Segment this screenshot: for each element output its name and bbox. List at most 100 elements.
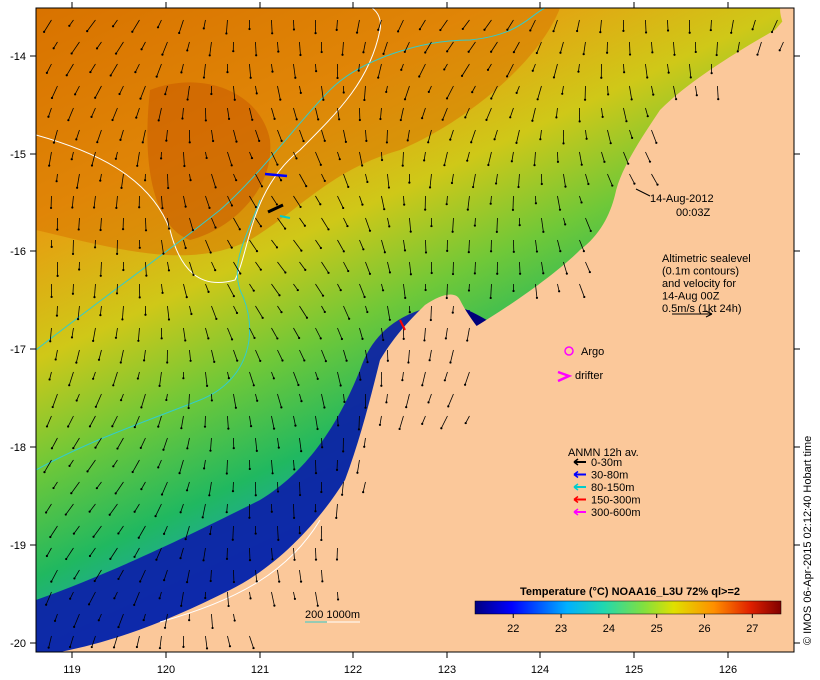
velocity-arrowhead <box>656 183 659 186</box>
velocity-arrow <box>599 19 602 33</box>
velocity-arrow <box>402 151 404 166</box>
velocity-arrow <box>277 85 281 100</box>
velocity-arrowhead <box>278 294 281 297</box>
velocity-arrowhead <box>646 115 649 118</box>
velocity-arrowhead <box>421 422 424 425</box>
land <box>60 8 794 652</box>
velocity-arrow <box>673 41 675 55</box>
velocity-arrow <box>115 151 118 159</box>
velocity-arrow <box>134 547 140 558</box>
velocity-arrowhead <box>366 310 369 314</box>
velocity-arrowhead <box>209 579 212 583</box>
velocity-arrow <box>156 63 162 77</box>
velocity-arrowhead <box>366 180 369 184</box>
colorbar-tick-label: 22 <box>507 623 519 635</box>
velocity-arrowhead <box>133 603 136 607</box>
velocity-arrow <box>359 151 363 166</box>
velocity-arrow <box>205 195 210 208</box>
velocity-arrow <box>249 547 251 561</box>
velocity-arrow <box>277 569 280 582</box>
velocity-arrowhead <box>156 26 160 29</box>
velocity-arrowhead <box>162 252 165 255</box>
velocity-arrowhead <box>388 271 392 274</box>
colorbar-tick-label: 23 <box>555 623 567 635</box>
velocity-arrow <box>293 503 295 518</box>
velocity-arrowhead <box>113 597 116 600</box>
velocity-arrowhead <box>299 580 303 583</box>
velocity-arrowhead <box>114 52 118 55</box>
velocity-arrowhead <box>489 250 493 253</box>
sealevel-contour-2 <box>159 519 321 623</box>
velocity-arrow <box>716 41 718 56</box>
velocity-arrowhead <box>141 141 144 144</box>
velocity-arrowhead <box>140 487 143 491</box>
velocity-arrow <box>359 327 363 339</box>
velocity-arrow <box>95 437 102 448</box>
velocity-arrow <box>535 283 538 298</box>
velocity-arrow <box>315 107 319 120</box>
velocity-arrowhead <box>71 292 75 295</box>
velocity-arrowhead <box>253 336 256 340</box>
velocity-arrow <box>98 613 102 621</box>
velocity-arrow <box>249 635 254 649</box>
velocity-arrowhead <box>184 538 187 541</box>
velocity-arrowhead <box>490 50 493 53</box>
velocity-arrow <box>183 239 187 249</box>
velocity-arrowhead <box>418 28 421 31</box>
velocity-arrowhead <box>321 580 324 583</box>
velocity-arrowhead <box>320 490 323 494</box>
velocity-arrowhead <box>111 118 114 122</box>
velocity-arrow <box>227 635 231 647</box>
velocity-arrow <box>271 327 278 339</box>
velocity-arrowhead <box>50 295 53 299</box>
velocity-arrowhead <box>157 425 160 428</box>
velocity-arrow <box>70 481 80 494</box>
velocity-arrowhead <box>295 157 298 160</box>
velocity-arrow <box>92 327 96 341</box>
lat-tick-label: -15 <box>10 149 26 161</box>
velocity-arrow <box>445 327 448 339</box>
velocity-arrow <box>271 195 278 205</box>
velocity-arrowhead <box>191 229 195 232</box>
velocity-arrow <box>667 63 670 73</box>
velocity-arrow <box>115 195 118 208</box>
anmn-legend: ANMN 12h av. 0-30m30-80m80-150m150-300m3… <box>568 447 641 519</box>
velocity-arrow <box>645 107 649 117</box>
velocity-arrowhead <box>483 28 486 31</box>
velocity-arrowhead <box>585 137 588 140</box>
velocity-arrowhead <box>358 118 361 122</box>
velocity-arrowhead <box>424 208 427 211</box>
velocity-arrowhead <box>386 359 389 362</box>
velocity-arrowhead <box>443 379 446 382</box>
velocity-arrow <box>186 481 190 491</box>
velocity-arrow <box>299 393 302 402</box>
velocity-arrowhead <box>582 53 585 56</box>
velocity-arrow <box>337 371 342 386</box>
velocity-arrow <box>585 261 591 273</box>
velocity-arrowhead <box>251 118 254 121</box>
velocity-arrowhead <box>90 115 93 118</box>
velocity-arrowhead <box>317 118 320 121</box>
anmn-item-label: 0-30m <box>591 457 622 469</box>
velocity-arrow <box>651 173 658 185</box>
velocity-arrow <box>183 327 186 341</box>
velocity-arrowhead <box>321 446 324 449</box>
velocity-arrowhead <box>341 493 344 496</box>
velocity-arrow <box>557 283 560 292</box>
velocity-arrow <box>45 591 52 605</box>
velocity-arrowhead <box>293 597 297 600</box>
velocity-arrowhead <box>92 535 95 538</box>
velocity-arrow <box>474 217 476 226</box>
velocity-arrowhead <box>423 339 426 342</box>
velocity-arrowhead <box>45 71 49 74</box>
velocity-arrow <box>717 85 719 100</box>
velocity-arrow <box>563 217 566 225</box>
velocity-arrow <box>689 63 692 78</box>
velocity-arrowhead <box>407 361 410 364</box>
velocity-arrow <box>401 371 404 381</box>
velocity-arrow <box>255 393 258 401</box>
lon-tick-label: 126 <box>719 664 737 676</box>
velocity-arrow <box>645 19 647 33</box>
velocity-arrowhead <box>778 49 781 52</box>
velocity-arrow <box>255 41 257 56</box>
